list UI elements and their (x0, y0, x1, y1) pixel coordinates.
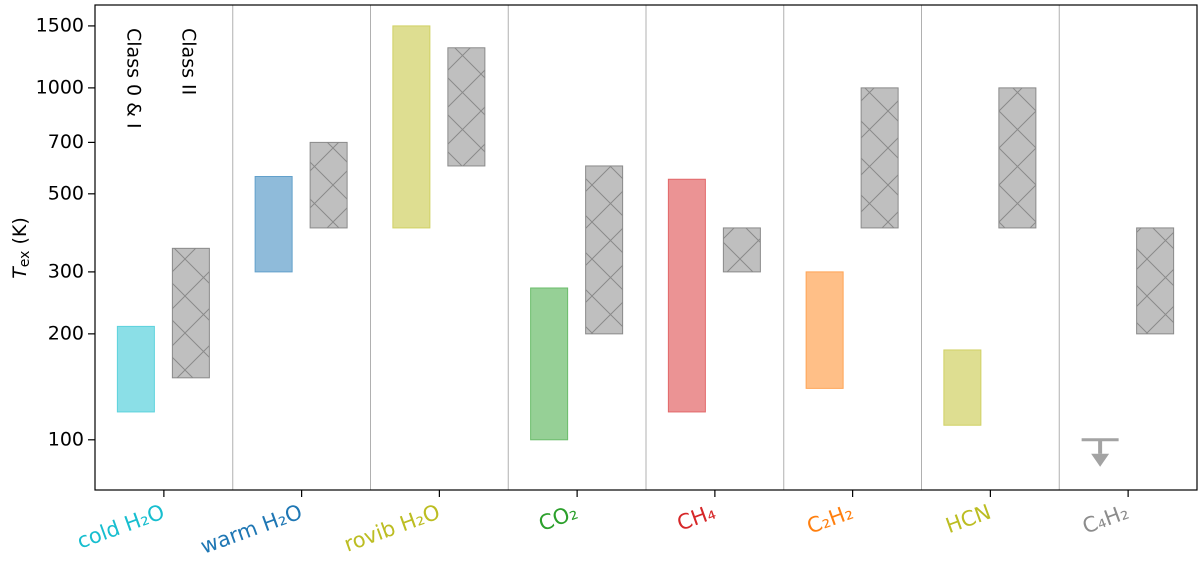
hatch (723, 227, 761, 272)
y-tick-label: 700 (48, 131, 84, 153)
x-tick-label: HCN (943, 500, 995, 538)
x-tick-label: C₄H₂ (1079, 500, 1132, 539)
x-tick-label: CH₄ (674, 500, 719, 536)
y-tick-label: 1500 (36, 14, 84, 36)
series-label: Class 0 & I (122, 28, 144, 129)
x-tick-label: C₂H₂ (804, 500, 857, 539)
hatch (447, 47, 485, 166)
range-bar (943, 349, 982, 426)
y-axis-label: Tex (K) (9, 217, 34, 279)
y-tick-label: 200 (48, 322, 84, 344)
plot-frame (94, 4, 1198, 491)
hatch (998, 87, 1036, 228)
range-bar (392, 25, 431, 229)
y-tick-label: 100 (48, 428, 84, 450)
upper-limit (1081, 438, 1119, 467)
hatch (310, 142, 348, 228)
x-tick-label: cold H₂O (74, 500, 168, 554)
y-tick-label: 300 (48, 260, 84, 282)
y-tick-label: 1000 (36, 76, 84, 98)
x-tick-label: rovib H₂O (341, 500, 443, 557)
y-tick-label: 500 (48, 182, 84, 204)
range-bar (530, 287, 569, 441)
x-tick-label: warm H₂O (197, 500, 305, 559)
hatch (585, 165, 623, 334)
hatch (1136, 227, 1174, 334)
range-bar (805, 271, 844, 389)
hatch (861, 87, 899, 228)
x-tick-label: CO₂ (535, 500, 580, 536)
range-bar (116, 325, 155, 413)
hatch (172, 248, 210, 378)
upper-limit-arrow (1091, 453, 1110, 467)
range-bar (254, 175, 293, 273)
series-label: Class II (177, 28, 199, 95)
range-bar (667, 178, 706, 413)
